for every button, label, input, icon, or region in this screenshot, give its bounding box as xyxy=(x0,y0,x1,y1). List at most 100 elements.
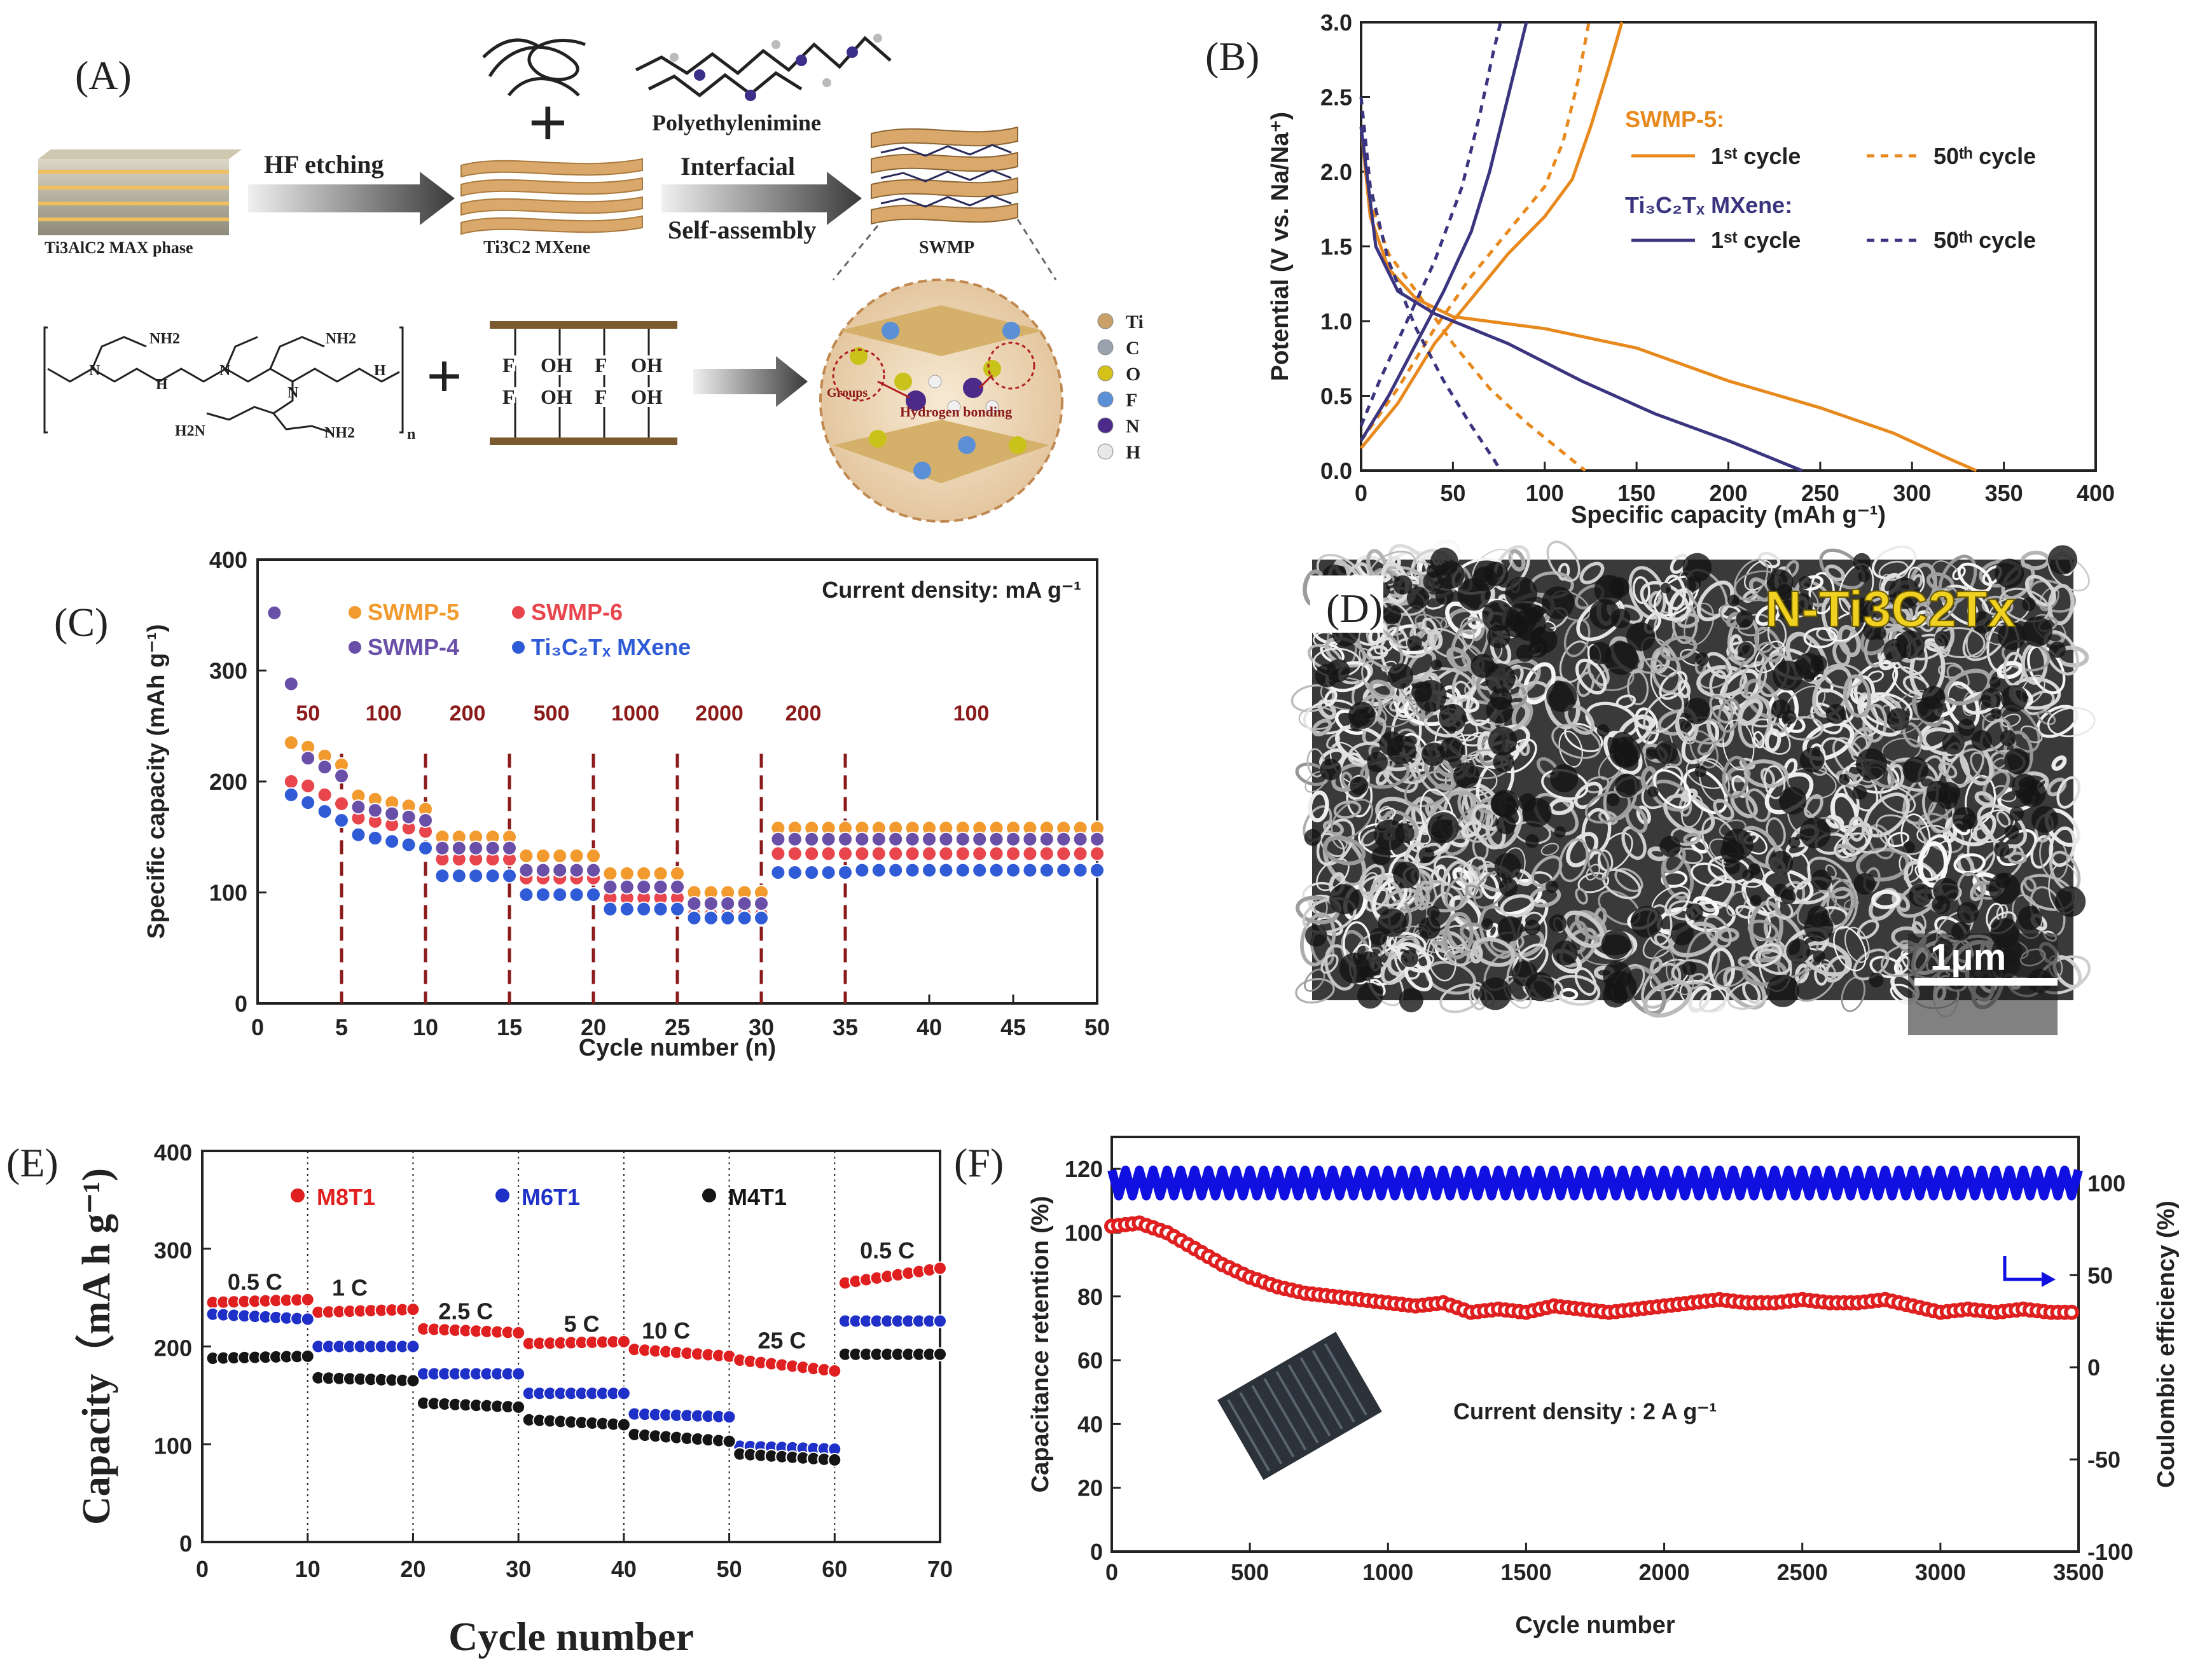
data-point xyxy=(722,1434,737,1449)
sem-pore xyxy=(1550,764,1579,792)
data-point xyxy=(367,830,383,846)
sem-flake xyxy=(1579,561,1605,584)
y-tick-label: 0.0 xyxy=(1320,458,1352,484)
sem-flake xyxy=(1566,832,1599,867)
sem-pore xyxy=(1439,737,1464,762)
sem-pore xyxy=(1938,790,1958,809)
svg-text:OH: OH xyxy=(631,354,663,376)
sem-flake xyxy=(2023,876,2037,892)
sem-pore xyxy=(1655,741,1678,764)
data-point xyxy=(317,759,333,775)
sem-flake xyxy=(1563,618,1591,658)
sem-pore xyxy=(1647,786,1659,797)
data-point xyxy=(787,831,803,847)
sem-flake xyxy=(1730,791,1758,818)
sem-flake xyxy=(1577,872,1610,893)
sem-flake xyxy=(1333,800,1362,819)
data-point xyxy=(754,895,769,911)
chart-e: 0 10 20 30 40 50 60 70 0 100 200 300 400 Cycle number… xyxy=(74,1140,953,1659)
capacitance-retention-line xyxy=(1111,1222,2079,1314)
svg-text:N: N xyxy=(89,362,100,379)
x-tick-label: 40 xyxy=(917,1014,942,1040)
data-point xyxy=(1090,846,1105,862)
sem-pore xyxy=(1727,595,1740,607)
sem-pore xyxy=(1505,577,1538,609)
scale-bar-text: 1μm xyxy=(1930,937,2006,978)
y-tick-label: 3.0 xyxy=(1320,10,1352,36)
data-point xyxy=(1022,846,1038,862)
surface-terminations: F OH F OH F OH F OH xyxy=(490,321,677,445)
data-point xyxy=(888,846,904,862)
data-point xyxy=(350,827,366,843)
data-point xyxy=(955,831,971,847)
sem-pore xyxy=(1659,836,1681,857)
legend-label-swmp5-50th: 50ᵗʰ cycle xyxy=(1934,143,2036,169)
sem-flake xyxy=(1887,832,1909,848)
sem-pore xyxy=(1863,622,1881,640)
data-point xyxy=(854,846,870,862)
data-point xyxy=(418,840,433,856)
x-tick-label: 50 xyxy=(1440,480,1465,506)
sem-pore xyxy=(1494,853,1521,880)
rate-label: 500 xyxy=(534,701,570,726)
svg-text:NH2: NH2 xyxy=(326,331,356,347)
data-point xyxy=(1056,831,1072,847)
data-point xyxy=(871,846,887,862)
legend-marker xyxy=(511,605,526,620)
sem-pore xyxy=(1736,610,1754,628)
pei-structure xyxy=(43,326,404,434)
data-point xyxy=(653,879,668,895)
sem-flake xyxy=(1848,816,1865,842)
sem-flake xyxy=(1803,627,1837,649)
data-point xyxy=(535,886,551,902)
pei-atom-labels: NH2 NH2 N H N N H H2N NH2 n xyxy=(89,331,415,443)
sem-pore xyxy=(1994,841,2010,857)
sem-pore xyxy=(1530,605,1544,619)
sem-flake xyxy=(1643,980,1692,1018)
rate-label: 1000 xyxy=(611,701,660,726)
legend-label: SWMP-4 xyxy=(368,634,459,660)
sem-flake xyxy=(1696,581,1734,622)
sem-flake xyxy=(1470,945,1483,964)
assembly-arrow xyxy=(661,172,862,225)
rate-label: 100 xyxy=(366,701,402,726)
sem-flake xyxy=(1574,781,1603,809)
element-swatch-h xyxy=(1097,443,1114,460)
legend-label: Ti₃C₂Tₓ MXene xyxy=(531,634,691,660)
legend-marker xyxy=(494,1187,511,1204)
sem-pore xyxy=(1991,708,2002,719)
rate-label: 10 C xyxy=(642,1318,690,1344)
rate-label: 2.5 C xyxy=(438,1298,493,1324)
sem-pore xyxy=(1596,724,1610,737)
x-tick-label: 350 xyxy=(1985,480,2023,506)
sem-pore xyxy=(1491,790,1519,818)
sem-flake xyxy=(1322,836,1366,865)
sem-flake xyxy=(1837,624,1861,658)
data-point xyxy=(871,831,887,847)
x-tick-label: 30 xyxy=(749,1014,774,1040)
sem-pore xyxy=(1803,671,1815,682)
data-point xyxy=(955,846,971,862)
sem-flake xyxy=(1663,574,1686,610)
sem-flake xyxy=(2056,776,2080,809)
y-tick-label: 0 xyxy=(1090,1539,1103,1565)
sem-pore xyxy=(1439,704,1467,732)
sem-pore xyxy=(1682,553,1712,582)
sem-pore xyxy=(1902,757,1928,783)
sem-pore xyxy=(1790,593,1813,616)
data-point xyxy=(569,862,585,878)
sem-flake xyxy=(1764,728,1781,753)
sem-flake xyxy=(1878,560,1909,581)
legend-label: SWMP-6 xyxy=(531,599,623,625)
x-tick-label: 300 xyxy=(1893,480,1931,506)
sem-flake xyxy=(1677,679,1691,699)
y-right-tick-label: -100 xyxy=(2087,1539,2133,1565)
data-point xyxy=(616,1334,631,1349)
data-point xyxy=(670,879,685,895)
sem-pore xyxy=(1896,630,1925,659)
sem-pore xyxy=(1811,869,1832,891)
sem-flake xyxy=(1500,894,1535,918)
data-point xyxy=(636,865,652,881)
x-tick-label: 2500 xyxy=(1777,1559,1828,1585)
sem-material-label: N-Ti3C2Tx xyxy=(1765,581,2016,637)
